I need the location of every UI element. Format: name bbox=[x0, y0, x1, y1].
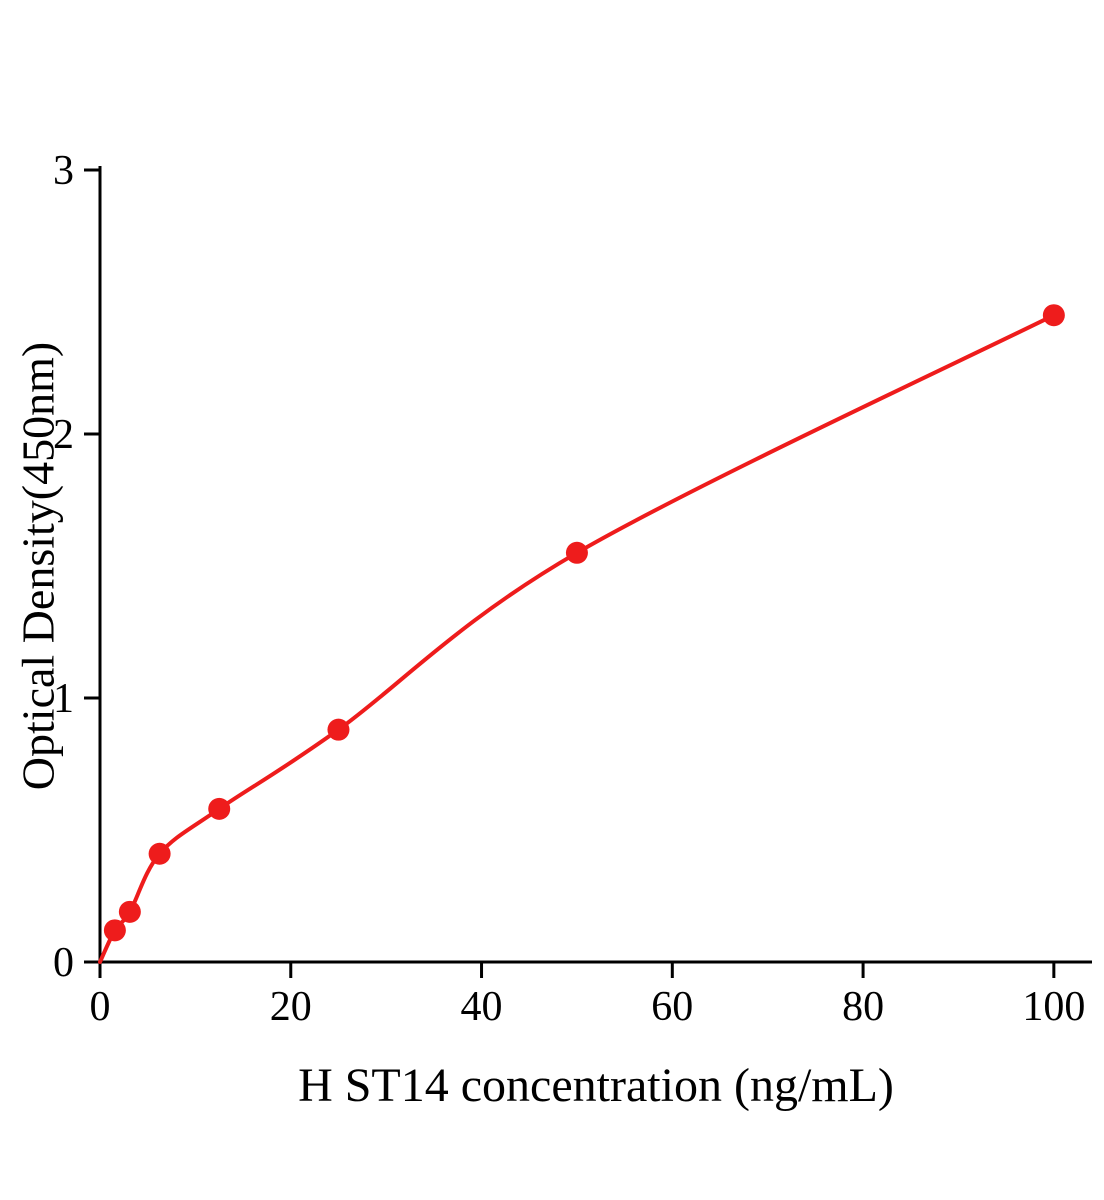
y-tick-label: 2 bbox=[53, 412, 74, 458]
x-tick-label: 20 bbox=[270, 984, 312, 1030]
x-tick-label: 0 bbox=[90, 984, 111, 1030]
data-point bbox=[103, 919, 126, 942]
x-tick-label: 100 bbox=[1022, 984, 1085, 1030]
data-point bbox=[327, 718, 350, 741]
x-axis-label: H ST14 concentration (ng/mL) bbox=[298, 1059, 894, 1112]
data-point bbox=[148, 842, 171, 865]
x-tick-label: 60 bbox=[651, 984, 693, 1030]
data-point bbox=[118, 900, 141, 923]
fit-curve bbox=[98, 313, 1056, 964]
x-tick-label: 80 bbox=[842, 984, 884, 1030]
data-point bbox=[1042, 304, 1065, 327]
data-point bbox=[565, 541, 588, 564]
x-tick-label: 40 bbox=[461, 984, 503, 1030]
y-tick-label: 1 bbox=[53, 676, 74, 722]
y-axis-label: Optical Density(450nm) bbox=[12, 341, 64, 791]
y-tick-label: 0 bbox=[53, 940, 74, 986]
data-point bbox=[208, 797, 231, 820]
y-tick-label: 3 bbox=[53, 148, 74, 194]
